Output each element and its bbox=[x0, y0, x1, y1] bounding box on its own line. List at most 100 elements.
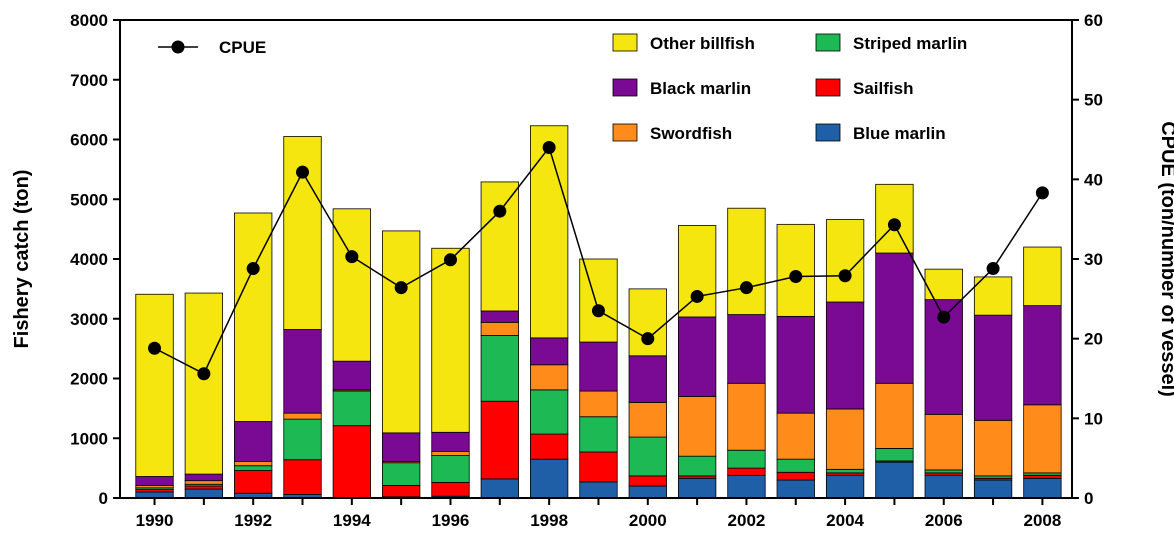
y2-tick-label: 20 bbox=[1084, 330, 1103, 349]
bar-black-marlin-2003 bbox=[776, 315, 815, 414]
bar-other-billfish-1994 bbox=[332, 208, 371, 362]
bar-blue-marlin-1998 bbox=[530, 458, 569, 499]
bar-swordfish-1997 bbox=[480, 321, 519, 336]
y-tick-label: 5000 bbox=[70, 190, 108, 209]
bar-swordfish-2005 bbox=[875, 382, 914, 449]
bar-other-billfish-1998 bbox=[530, 125, 569, 339]
x-tick-label: 2004 bbox=[826, 511, 864, 530]
y-axis-title: Fishery catch (ton) bbox=[11, 170, 33, 349]
bar-sailfish-1996 bbox=[431, 482, 470, 497]
y-tick-label: 1000 bbox=[70, 429, 108, 448]
bar-other-billfish-2002 bbox=[727, 207, 766, 315]
y2-tick-label: 60 bbox=[1084, 11, 1103, 30]
y2-tick-label: 10 bbox=[1084, 409, 1103, 428]
bar-sailfish-1993 bbox=[283, 459, 322, 495]
cpue-point-1996 bbox=[443, 253, 457, 267]
bar-blue-marlin-2005 bbox=[875, 461, 914, 499]
bar-striped-marlin-2001 bbox=[677, 455, 717, 477]
bar-swordfish-2001 bbox=[677, 396, 717, 457]
axes-layer: 0 1000 2000 3000 4000 5000 6000 7000 8000 0 10 20 30… bbox=[70, 11, 1103, 530]
bar-striped-marlin-1998 bbox=[530, 389, 569, 435]
cpue-point-1992 bbox=[246, 262, 260, 276]
bar-swordfish-2003 bbox=[776, 412, 815, 460]
cpue-point-2002 bbox=[739, 281, 753, 295]
bar-black-marlin-1998 bbox=[530, 337, 569, 366]
x-tick-label: 1992 bbox=[234, 511, 272, 530]
bars-layer bbox=[135, 125, 1062, 499]
bar-black-marlin-1994 bbox=[332, 360, 371, 391]
x-tick-label: 2002 bbox=[728, 511, 766, 530]
bar-black-marlin-1996 bbox=[431, 431, 470, 452]
bar-other-billfish-1991 bbox=[184, 292, 224, 475]
bar-other-billfish-1990 bbox=[135, 293, 174, 477]
bar-other-billfish-1995 bbox=[382, 230, 421, 434]
bar-black-marlin-1991 bbox=[184, 473, 224, 482]
bar-swordfish-2000 bbox=[628, 401, 667, 438]
y2-tick-label: 0 bbox=[1084, 489, 1093, 508]
bar-other-billfish-1996 bbox=[431, 247, 470, 433]
legend-cpue-marker bbox=[171, 40, 185, 54]
bar-black-marlin-1997 bbox=[480, 310, 519, 323]
legend-label-striped-marlin: Striped marlin bbox=[853, 34, 967, 53]
y-tick-label: 8000 bbox=[70, 11, 108, 30]
bar-other-billfish-2006 bbox=[924, 268, 963, 301]
y2-tick-label: 50 bbox=[1084, 91, 1103, 110]
y2-axis-title: CPUE (ton/number of vessel) bbox=[1157, 121, 1174, 397]
bar-swordfish-1993 bbox=[283, 412, 322, 420]
bar-blue-marlin-2001 bbox=[677, 477, 717, 499]
x-tick-label: 2006 bbox=[925, 511, 963, 530]
bar-sailfish-2008 bbox=[1023, 474, 1062, 479]
bar-blue-marlin-1999 bbox=[579, 481, 618, 499]
legend-swatch-blue-marlin bbox=[815, 123, 841, 142]
bar-swordfish-1996 bbox=[431, 450, 470, 456]
bar-striped-marlin-1999 bbox=[579, 416, 618, 453]
bar-other-billfish-1997 bbox=[480, 181, 519, 312]
bar-other-billfish-2005 bbox=[875, 183, 914, 254]
bar-swordfish-2006 bbox=[924, 413, 963, 471]
bar-striped-marlin-2004 bbox=[825, 468, 865, 474]
legend-label-swordfish: Swordfish bbox=[650, 124, 732, 143]
bar-black-marlin-1995 bbox=[382, 432, 421, 462]
bar-black-marlin-2007 bbox=[973, 314, 1013, 421]
x-tick-label: 2008 bbox=[1023, 511, 1061, 530]
y2-tick-label: 30 bbox=[1084, 250, 1103, 269]
legend-swatch-striped-marlin bbox=[815, 33, 841, 52]
y2-tick-label: 40 bbox=[1084, 170, 1103, 189]
bar-sailfish-2002 bbox=[727, 467, 766, 476]
cpue-point-2005 bbox=[887, 218, 901, 232]
y-tick-label: 7000 bbox=[70, 71, 108, 90]
bar-sailfish-1991 bbox=[184, 485, 224, 490]
x-tick-label: 1996 bbox=[432, 511, 470, 530]
y-tick-label: 2000 bbox=[70, 370, 108, 389]
bar-swordfish-1991 bbox=[184, 480, 224, 485]
bar-blue-marlin-2002 bbox=[727, 474, 766, 499]
bar-black-marlin-1990 bbox=[135, 476, 174, 486]
bar-striped-marlin-1997 bbox=[480, 335, 519, 402]
cpue-point-2004 bbox=[838, 269, 852, 283]
cpue-point-2000 bbox=[641, 332, 655, 346]
bar-sailfish-1992 bbox=[234, 470, 273, 494]
x-tick-label: 1990 bbox=[136, 511, 174, 530]
bar-blue-marlin-2004 bbox=[825, 474, 865, 499]
legend: CPUE Other billfish Striped marlin Black ma… bbox=[158, 33, 967, 143]
bar-sailfish-1995 bbox=[382, 485, 421, 498]
bar-other-billfish-1993 bbox=[283, 136, 322, 330]
bar-black-marlin-1999 bbox=[579, 341, 618, 392]
bar-blue-marlin-2003 bbox=[776, 479, 815, 499]
y-tick-label: 0 bbox=[99, 489, 108, 508]
bar-black-marlin-1993 bbox=[283, 329, 322, 414]
bar-sailfish-1998 bbox=[530, 433, 569, 460]
bar-blue-marlin-2000 bbox=[628, 485, 667, 499]
legend-label-black-marlin: Black marlin bbox=[650, 79, 751, 98]
bar-striped-marlin-1993 bbox=[283, 418, 322, 461]
cpue-point-1991 bbox=[197, 367, 211, 381]
cpue-point-1990 bbox=[148, 341, 162, 355]
bar-other-billfish-2004 bbox=[825, 219, 865, 303]
legend-cpue-label: CPUE bbox=[219, 38, 266, 57]
cpue-point-2008 bbox=[1035, 186, 1049, 200]
bar-swordfish-1999 bbox=[579, 390, 618, 418]
bar-black-marlin-2000 bbox=[628, 355, 667, 403]
bar-striped-marlin-1995 bbox=[382, 462, 421, 486]
bar-striped-marlin-2003 bbox=[776, 458, 815, 473]
